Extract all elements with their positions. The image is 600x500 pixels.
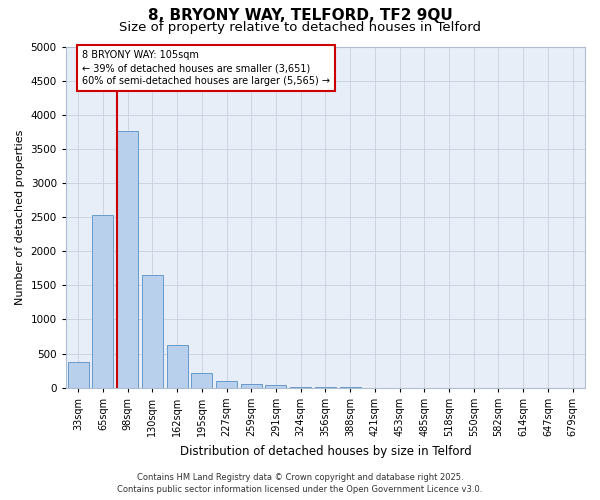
Y-axis label: Number of detached properties: Number of detached properties xyxy=(15,130,25,305)
Bar xyxy=(290,387,311,388)
Bar xyxy=(265,386,286,388)
Bar xyxy=(167,346,188,388)
Text: 8 BRYONY WAY: 105sqm
← 39% of detached houses are smaller (3,651)
60% of semi-de: 8 BRYONY WAY: 105sqm ← 39% of detached h… xyxy=(82,50,330,86)
Bar xyxy=(142,275,163,388)
Text: Size of property relative to detached houses in Telford: Size of property relative to detached ho… xyxy=(119,21,481,34)
Text: 8, BRYONY WAY, TELFORD, TF2 9QU: 8, BRYONY WAY, TELFORD, TF2 9QU xyxy=(148,8,452,22)
Title: 8, BRYONY WAY, TELFORD, TF2 9QU
Size of property relative to detached houses in : 8, BRYONY WAY, TELFORD, TF2 9QU Size of … xyxy=(0,499,1,500)
Bar xyxy=(68,362,89,388)
Bar xyxy=(191,372,212,388)
Bar xyxy=(117,131,138,388)
Bar xyxy=(216,381,237,388)
Bar xyxy=(241,384,262,388)
Bar xyxy=(92,215,113,388)
X-axis label: Distribution of detached houses by size in Telford: Distribution of detached houses by size … xyxy=(179,444,471,458)
Text: Contains HM Land Registry data © Crown copyright and database right 2025.
Contai: Contains HM Land Registry data © Crown c… xyxy=(118,472,482,494)
